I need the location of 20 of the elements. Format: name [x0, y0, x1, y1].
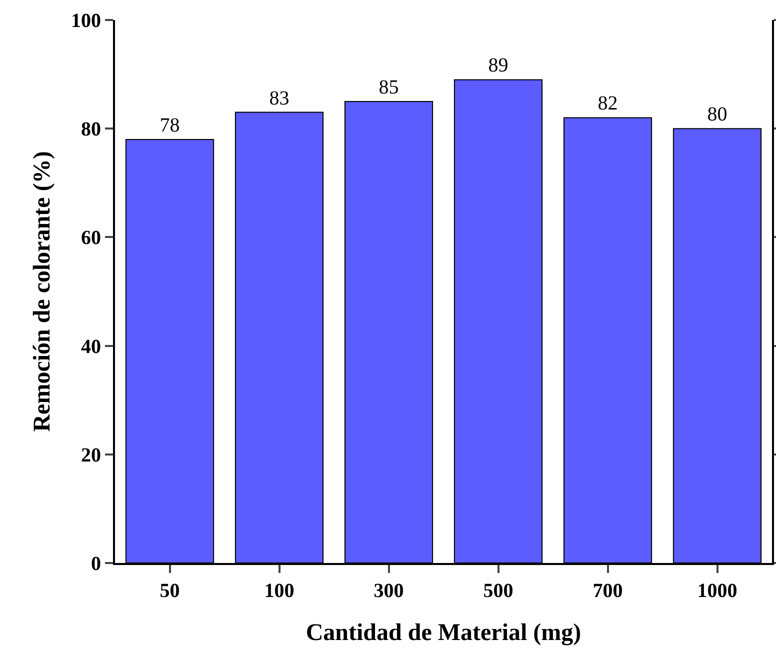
- x-tick-label: 100: [264, 580, 294, 602]
- data-label: 78: [160, 114, 180, 136]
- x-tick-label: 50: [160, 580, 180, 602]
- y-tick-label: 80: [81, 118, 101, 141]
- x-axis-title: Cantidad de Material (mg): [306, 620, 582, 646]
- data-label: 83: [269, 87, 290, 110]
- data-label: 82: [598, 92, 618, 115]
- y-axis-title: Remoción de colorante (%): [30, 151, 56, 432]
- y-tick-label: 100: [71, 10, 101, 32]
- x-tick-label: 700: [592, 580, 623, 602]
- y-tick-label: 60: [81, 227, 101, 250]
- data-label: 80: [707, 104, 728, 126]
- x-tick-label: 1000: [697, 580, 738, 602]
- data-label: 85: [378, 76, 399, 98]
- x-tick-label: 500: [483, 580, 514, 602]
- data-label: 89: [488, 54, 508, 77]
- y-tick-label: 0: [91, 553, 101, 575]
- y-tick-label: 20: [81, 444, 101, 466]
- x-tick-label: 300: [374, 580, 404, 602]
- y-tick-label: 40: [81, 336, 101, 358]
